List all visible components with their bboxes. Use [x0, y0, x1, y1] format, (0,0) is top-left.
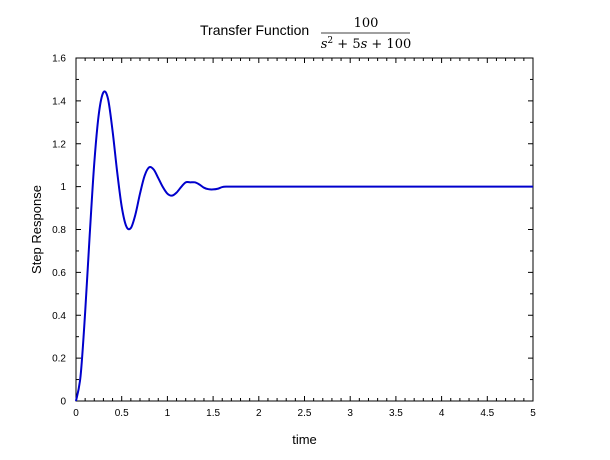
x-tick-label: 2.5	[298, 408, 312, 419]
x-tick-label: 1	[165, 408, 171, 419]
y-tick-label: 1.2	[52, 139, 66, 150]
x-tick-label: 5	[530, 408, 536, 419]
x-axis: 0 0.5 1 1.5 2 2.5 3 3.5 4 4.5 5	[73, 58, 536, 419]
y-axis: 0 0.2 0.4 0.6 0.8 1 1.2 1.4 1.6	[52, 54, 533, 408]
x-tick-label: 4.5	[480, 408, 494, 419]
series-layer	[75, 90, 533, 402]
denominator-s: s	[321, 37, 328, 52]
x-tick-label: 2	[256, 408, 262, 419]
x-tick-label: 0	[73, 408, 79, 419]
x-tick-label: 4	[439, 408, 445, 419]
y-tick-label: 0.6	[52, 268, 66, 279]
x-tick-label: 3	[347, 408, 353, 419]
x-tick-label: 3.5	[389, 408, 403, 419]
y-tick-label: 0	[60, 397, 66, 408]
title-denominator: s2 + 5s + 100	[321, 36, 412, 52]
y-axis-label: Step Response	[29, 185, 44, 274]
y-tick-label: 1.6	[52, 54, 66, 65]
x-tick-label: 1.5	[206, 408, 220, 419]
x-tick-label: 0.5	[115, 408, 129, 419]
title-prefix: Transfer Function	[200, 22, 309, 38]
plot-frame	[75, 57, 534, 402]
denominator-exponent: 2	[327, 36, 333, 46]
y-tick-label: 0.2	[52, 354, 66, 365]
chart-title: Transfer Function 100 s2 + 5s + 100	[200, 16, 411, 52]
denominator-s2: s	[361, 37, 368, 52]
y-tick-label: 1.4	[52, 96, 66, 107]
y-tick-label: 1	[60, 182, 66, 193]
denominator-tail: + 100	[367, 37, 411, 52]
title-numerator: 100	[354, 16, 379, 31]
x-axis-label: time	[292, 432, 317, 447]
y-tick-label: 0.4	[52, 311, 66, 322]
step-response-line	[75, 90, 533, 402]
y-tick-label: 0.8	[52, 225, 66, 236]
denominator-rest: + 5	[333, 37, 360, 52]
